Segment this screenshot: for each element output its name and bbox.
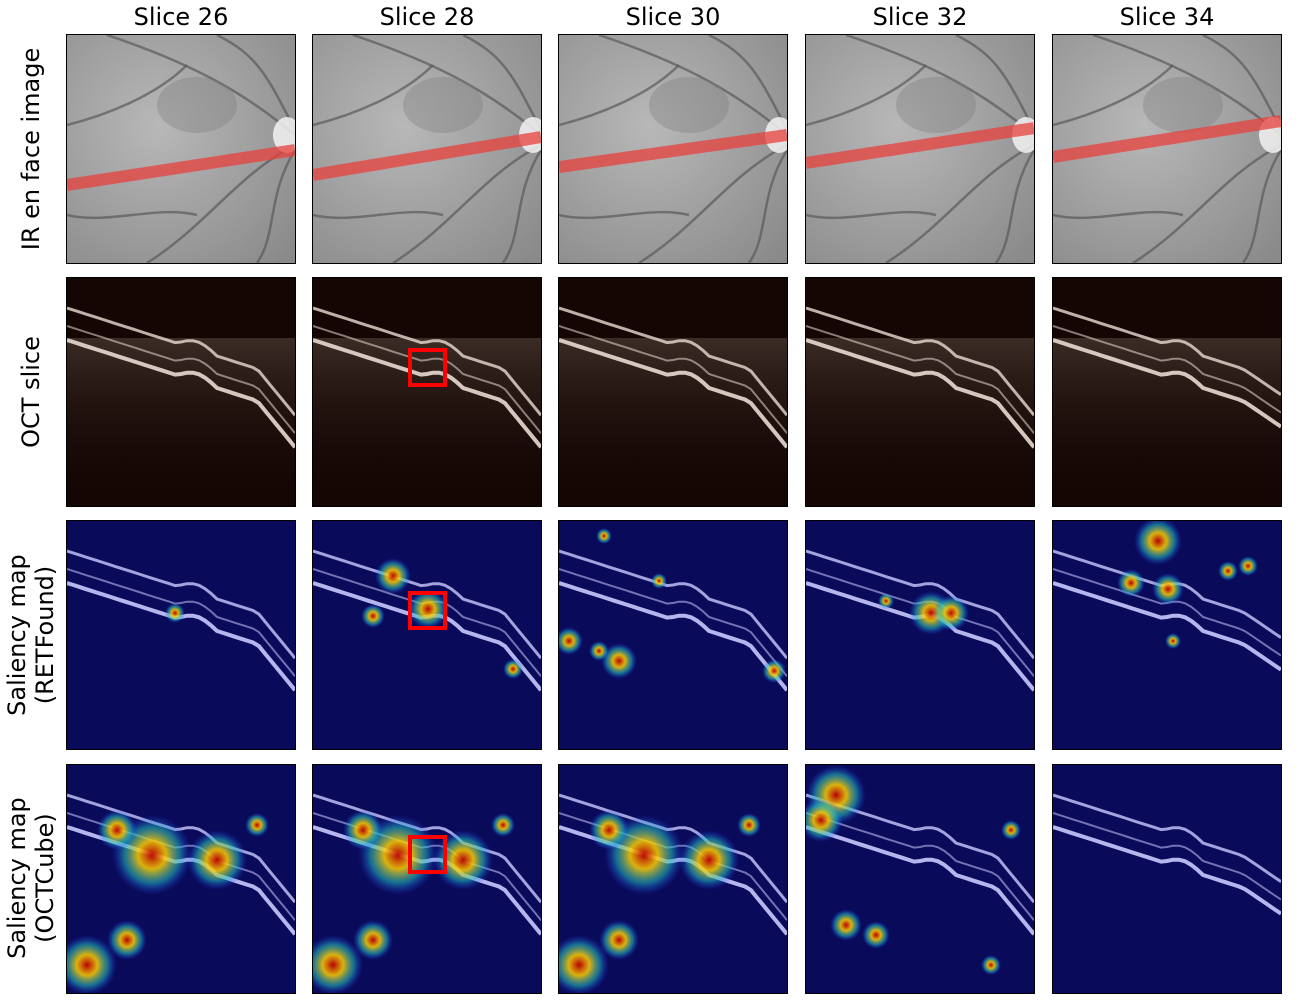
sal_ret-panel-slice-28 — [312, 520, 542, 750]
sal_ret-panel-slice-32 — [805, 520, 1035, 750]
scan-line — [313, 131, 541, 181]
ir-panel-slice-30 — [558, 34, 788, 264]
sal_ret-panel-slice-26 — [66, 520, 296, 750]
oct-panel-slice-30 — [558, 277, 788, 507]
sal_ret-panel-slice-34 — [1052, 520, 1282, 750]
column-title-slice-26: Slice 26 — [133, 3, 229, 31]
row-label-oct: OCT slice — [17, 336, 45, 448]
oct-panel-slice-26 — [66, 277, 296, 507]
sal_cube-panel-slice-28 — [312, 764, 542, 994]
column-title-slice-28: Slice 28 — [379, 3, 475, 31]
sal_cube-panel-slice-32 — [805, 764, 1035, 994]
row-label-ir: IR en face image — [17, 47, 45, 251]
sal_cube-panel-slice-34 — [1052, 764, 1282, 994]
highlight-box — [408, 591, 447, 630]
column-title-slice-30: Slice 30 — [625, 3, 721, 31]
oct-panel-slice-34 — [1052, 277, 1282, 507]
sal_cube-panel-slice-30 — [558, 764, 788, 994]
oct-panel-slice-28 — [312, 277, 542, 507]
ir-panel-slice-28 — [312, 34, 542, 264]
ir-panel-slice-34 — [1052, 34, 1282, 264]
ir-panel-slice-32 — [805, 34, 1035, 264]
scan-line — [1053, 115, 1281, 163]
highlight-box — [408, 348, 447, 387]
row-label-retfound: Saliency map (RETFound) — [3, 554, 59, 716]
scan-line — [559, 129, 787, 173]
ir-panel-slice-26 — [66, 34, 296, 264]
highlight-box — [408, 835, 447, 874]
scan-line — [806, 122, 1034, 169]
oct-panel-slice-32 — [805, 277, 1035, 507]
column-title-slice-32: Slice 32 — [872, 3, 968, 31]
row-label-octcube: Saliency map (OCTCube) — [3, 797, 59, 959]
scan-line — [67, 144, 295, 191]
sal_cube-panel-slice-26 — [66, 764, 296, 994]
sal_ret-panel-slice-30 — [558, 520, 788, 750]
column-title-slice-34: Slice 34 — [1119, 3, 1215, 31]
